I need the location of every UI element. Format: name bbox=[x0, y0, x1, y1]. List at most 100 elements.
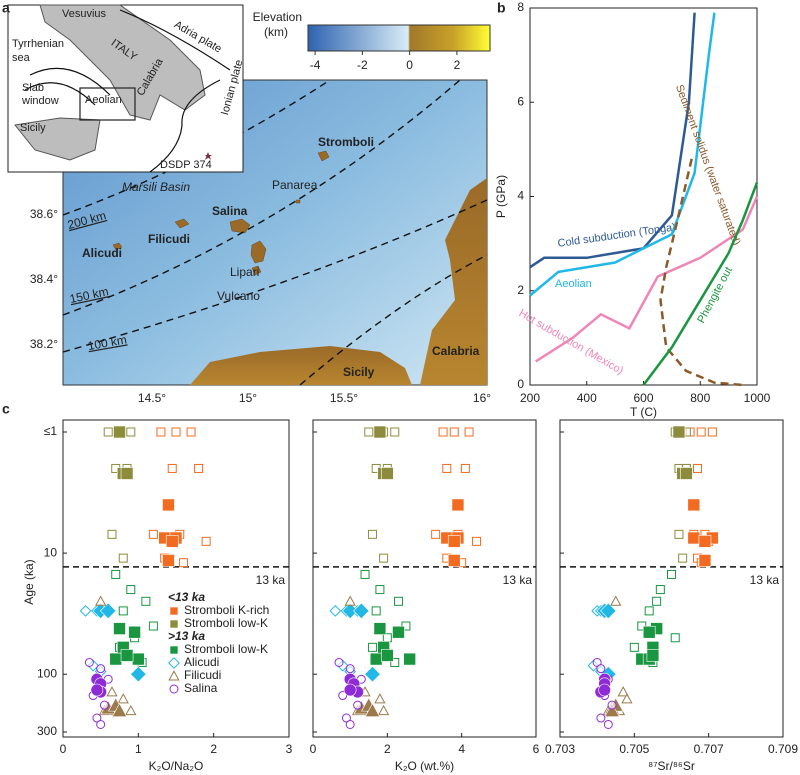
plot-frame bbox=[312, 419, 537, 738]
panel-letter: c bbox=[2, 401, 10, 417]
marker bbox=[369, 652, 383, 666]
marker bbox=[95, 595, 107, 606]
legend-label: Stromboli low-K bbox=[184, 616, 268, 630]
colorbar-tick-label: 2 bbox=[454, 58, 461, 72]
x-tick-label: 200 bbox=[520, 391, 540, 405]
legend-label: Alicudi bbox=[184, 655, 219, 669]
marker bbox=[447, 535, 461, 548]
slab-arrow bbox=[24, 67, 111, 106]
island bbox=[112, 150, 330, 276]
marker bbox=[603, 719, 613, 729]
marker bbox=[678, 553, 688, 563]
marker bbox=[169, 619, 179, 629]
marker bbox=[617, 686, 629, 697]
marker bbox=[377, 704, 390, 716]
x-tick-label: 0.709 bbox=[768, 742, 798, 756]
place-label: Sicily bbox=[343, 365, 375, 379]
marker bbox=[120, 649, 134, 662]
x-tick-label: 4 bbox=[458, 742, 465, 756]
inset-label: Sicily bbox=[20, 122, 46, 134]
marker bbox=[168, 670, 180, 681]
marker bbox=[367, 529, 377, 539]
marker bbox=[390, 427, 400, 437]
place-label: Alicudi bbox=[82, 246, 122, 260]
panel-letter: b bbox=[497, 0, 506, 16]
marker bbox=[464, 427, 474, 437]
marker bbox=[128, 625, 141, 639]
marker bbox=[431, 529, 441, 539]
y-tick-label: 0 bbox=[517, 377, 524, 391]
marker bbox=[403, 652, 416, 666]
marker bbox=[629, 642, 639, 652]
x-tick-label: 0 bbox=[310, 742, 317, 756]
colorbar-title: Elevation bbox=[253, 10, 302, 24]
marker bbox=[707, 427, 717, 437]
marker bbox=[120, 467, 134, 480]
marker bbox=[680, 467, 693, 480]
marker bbox=[392, 625, 405, 639]
colorbar-tick-label: 0 bbox=[406, 58, 413, 72]
marker bbox=[194, 463, 204, 473]
colorbar bbox=[307, 24, 491, 52]
marker bbox=[687, 531, 701, 545]
marker bbox=[598, 683, 611, 697]
marker bbox=[696, 427, 706, 437]
inset-label: DSDP 374 bbox=[160, 159, 212, 171]
x-tick-label: 0.705 bbox=[619, 742, 649, 756]
inset-label: Tyrrhenian bbox=[12, 38, 64, 50]
marker bbox=[373, 622, 387, 635]
marker bbox=[604, 702, 620, 717]
y-tick-label: 4 bbox=[517, 189, 524, 203]
pt-curve bbox=[642, 181, 759, 386]
y-tick-label: 2 bbox=[517, 283, 524, 297]
inset-map: Vesuvius Adria plate Tyrrhenian sea ITAL… bbox=[7, 4, 245, 173]
marker bbox=[373, 425, 387, 439]
marker bbox=[596, 664, 606, 674]
marker bbox=[674, 529, 684, 539]
place-label: Lipari bbox=[230, 265, 259, 279]
marker bbox=[345, 719, 355, 729]
marker bbox=[345, 664, 355, 674]
marker bbox=[113, 622, 126, 635]
pt-curve bbox=[659, 158, 743, 387]
marker bbox=[390, 657, 400, 667]
marker bbox=[607, 700, 617, 710]
marker bbox=[375, 585, 385, 595]
marker bbox=[148, 529, 158, 539]
x-tick-label: 2 bbox=[384, 742, 391, 756]
x-tick-label: 3 bbox=[286, 742, 293, 756]
marker bbox=[438, 427, 448, 437]
colorbar-tick-label: -2 bbox=[357, 58, 368, 72]
lat-label: 38.2° bbox=[30, 337, 58, 351]
lon-label: 15.5° bbox=[330, 391, 358, 405]
marker bbox=[652, 596, 662, 606]
marker bbox=[84, 657, 94, 667]
marker bbox=[698, 554, 712, 567]
marker bbox=[130, 665, 147, 683]
sicily bbox=[14, 117, 101, 161]
marker bbox=[168, 657, 180, 669]
lon-label: 16° bbox=[473, 391, 491, 405]
marker bbox=[132, 652, 145, 666]
marker bbox=[126, 427, 136, 437]
marker bbox=[698, 535, 712, 548]
marker bbox=[334, 657, 344, 667]
marker bbox=[381, 649, 394, 662]
marker bbox=[393, 596, 403, 606]
place-label: Marsili Basin bbox=[122, 180, 190, 194]
marker bbox=[343, 683, 357, 697]
x-tick-label: 600 bbox=[633, 391, 653, 405]
marker bbox=[672, 425, 686, 439]
marker bbox=[111, 569, 121, 579]
curve-label: Aeolian bbox=[555, 278, 592, 290]
panel-letter: a bbox=[2, 0, 10, 16]
marker bbox=[371, 606, 381, 616]
study-area bbox=[79, 87, 136, 121]
marker bbox=[113, 425, 126, 439]
marker bbox=[118, 553, 128, 563]
marker bbox=[460, 463, 470, 473]
marker bbox=[600, 602, 617, 620]
marker bbox=[109, 652, 123, 666]
x-tick-label: 6 bbox=[533, 742, 540, 756]
